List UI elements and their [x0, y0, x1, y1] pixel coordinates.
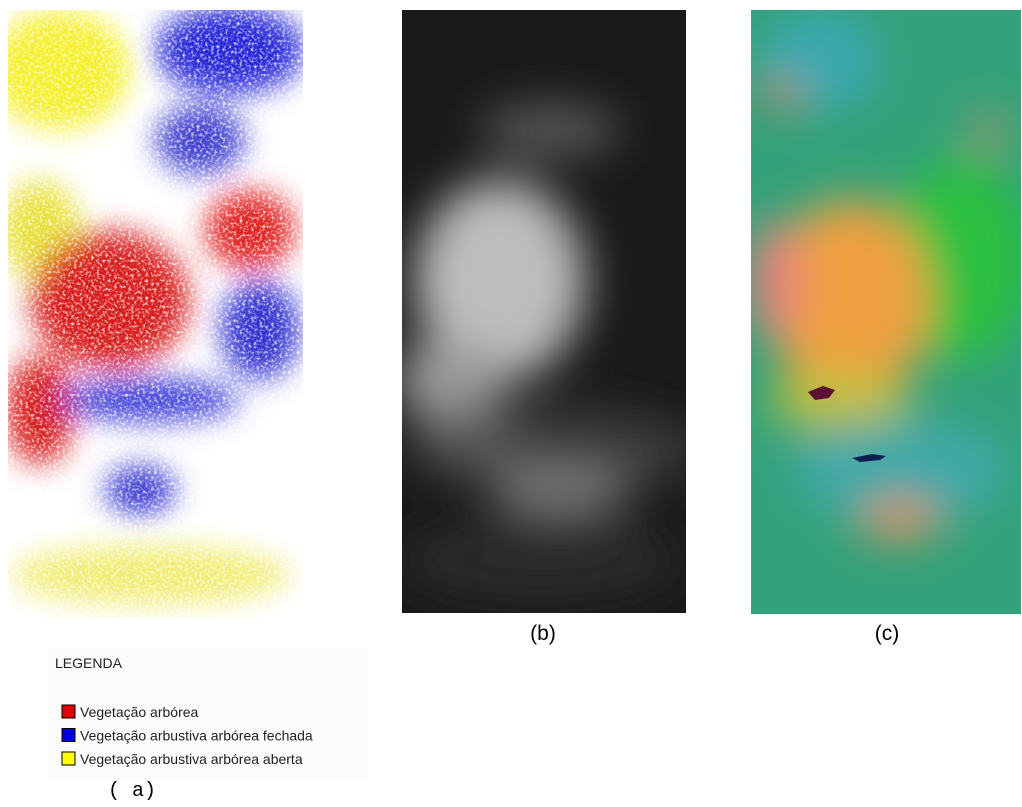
legend-label: Vegetação arbórea: [80, 704, 199, 720]
legend-label: Vegetação arbustiva arbórea aberta: [80, 751, 303, 767]
legend-swatch: [62, 705, 75, 718]
legend-label: Vegetação arbustiva arbórea fechada: [80, 728, 313, 744]
legend: LEGENDA Vegetação arbórea Vegetação arbus…: [48, 648, 368, 778]
grayscale-image: [395, 10, 700, 613]
panel-label: (b): [530, 622, 556, 645]
classified-map: [0, 5, 305, 618]
legend-title: LEGENDA: [55, 655, 123, 671]
panel-label: ( a): [108, 780, 156, 803]
figure: (b) (c) LEGENDA Vegetação arbórea Vegetaç…: [0, 0, 1022, 807]
legend-swatch: [62, 729, 75, 742]
legend-swatch: [62, 752, 75, 765]
false-color-image: [750, 10, 1022, 614]
panel-label: (c): [875, 622, 900, 645]
figure-canvas: (b) (c) LEGENDA Vegetação arbórea Vegetaç…: [0, 0, 1022, 807]
